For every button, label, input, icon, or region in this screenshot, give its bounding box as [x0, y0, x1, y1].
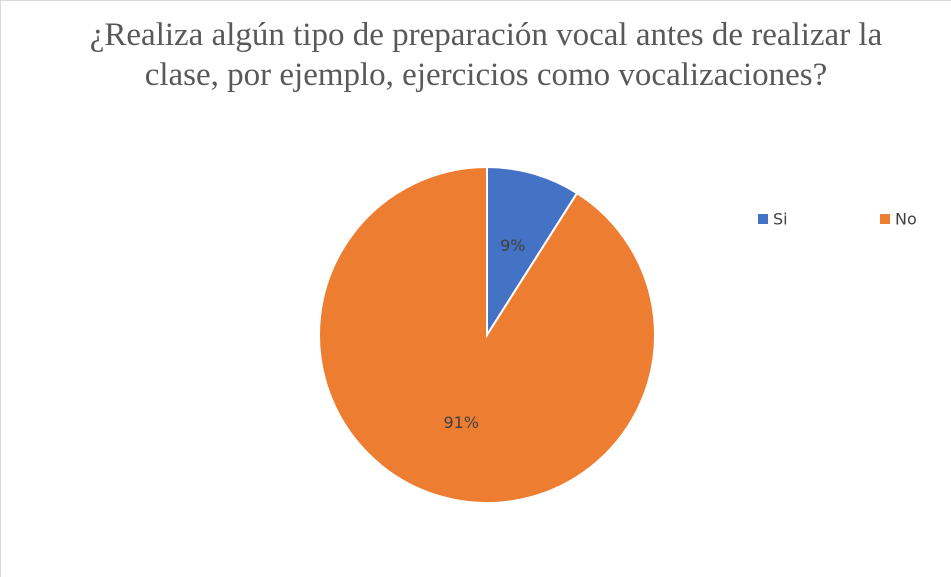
pie-slice [318, 165, 656, 504]
data-label: 91% [443, 413, 479, 432]
legend-label: No [895, 210, 917, 229]
legend-swatch [880, 214, 890, 224]
legend-label: Si [773, 210, 788, 229]
data-label: 9% [500, 236, 525, 255]
pie-slice [486, 165, 579, 339]
legend-swatch [758, 214, 768, 224]
chart-title: ¿Realiza algún tipo de preparación vocal… [89, 17, 883, 93]
